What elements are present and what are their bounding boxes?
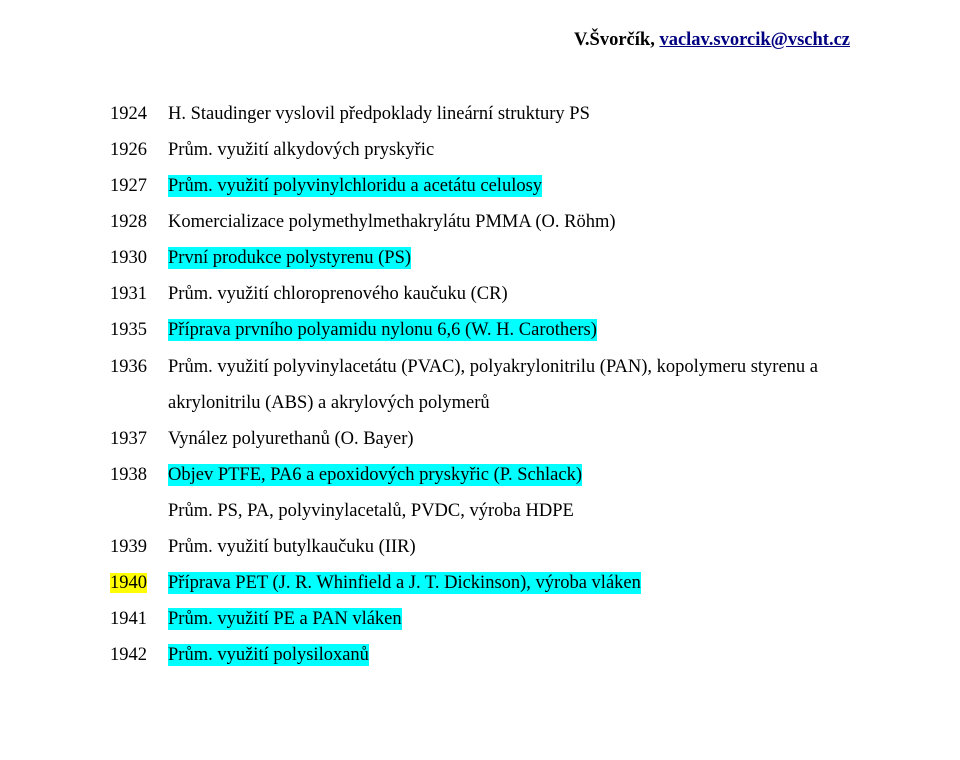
year-text: 1936	[110, 357, 147, 377]
timeline-content: Příprava PET (J. R. Whinfield a J. T. Di…	[168, 565, 850, 601]
timeline-text: Prům. využití polyvinylchloridu a acetát…	[168, 175, 542, 197]
timeline-year: 1942	[110, 637, 168, 673]
timeline-row: 1931 Prům. využití chloroprenového kaučuk…	[110, 276, 850, 312]
timeline-content: Prům. využití alkydových pryskyřic	[168, 132, 850, 168]
year-text: 1930	[110, 248, 147, 268]
timeline-row: 1938 Objev PTFE, PA6 a epoxidových prysky…	[110, 457, 850, 493]
timeline-year: 1931	[110, 276, 168, 312]
timeline-year: 1930	[110, 240, 168, 276]
timeline-content: Vynález polyurethanů (O. Bayer)	[168, 421, 850, 457]
year-text: 1940	[110, 573, 147, 593]
year-text: 1942	[110, 645, 147, 665]
timeline-year: 1938	[110, 457, 168, 493]
timeline-text: Prům. PS, PA, polyvinylacetalů, PVDC, vý…	[168, 501, 574, 521]
timeline-content: Komercializace polymethylmethakrylátu PM…	[168, 204, 850, 240]
timeline-year: 1926	[110, 132, 168, 168]
timeline-text: První produkce polystyrenu (PS)	[168, 247, 411, 269]
year-text: 1927	[110, 176, 147, 196]
timeline-content: Prům. využití butylkaučuku (IIR)	[168, 529, 850, 565]
timeline-text: Prům. využití alkydových pryskyřic	[168, 140, 434, 160]
year-text: 1938	[110, 465, 147, 485]
year-text: 1924	[110, 104, 147, 124]
timeline-text: Komercializace polymethylmethakrylátu PM…	[168, 212, 616, 232]
year-text: 1926	[110, 140, 147, 160]
timeline-content: Prům. využití polyvinylacetátu (PVAC), p…	[168, 349, 850, 421]
timeline-content: Prům. využití polyvinylchloridu a acetát…	[168, 168, 850, 204]
timeline-text: Vynález polyurethanů (O. Bayer)	[168, 429, 414, 449]
timeline-row: 1939 Prům. využití butylkaučuku (IIR)	[110, 529, 850, 565]
year-text: 1935	[110, 320, 147, 340]
header-email: vaclav.svorcik@vscht.cz	[659, 30, 850, 50]
year-text: 1931	[110, 284, 147, 304]
timeline-row: 1941 Prům. využití PE a PAN vláken	[110, 601, 850, 637]
timeline-content: Objev PTFE, PA6 a epoxidových pryskyřic …	[168, 457, 850, 493]
timeline-text: Prům. využití polyvinylacetátu (PVAC), p…	[168, 357, 818, 413]
timeline-row: 1936 Prům. využití polyvinylacetátu (PVAC…	[110, 349, 850, 421]
timeline-year: 1928	[110, 204, 168, 240]
timeline-year: 1937	[110, 421, 168, 457]
timeline-row: 1937 Vynález polyurethanů (O. Bayer)	[110, 421, 850, 457]
year-text: 1928	[110, 212, 147, 232]
timeline-year: 1935	[110, 312, 168, 348]
timeline-text: Objev PTFE, PA6 a epoxidových pryskyřic …	[168, 464, 582, 486]
timeline-indent-line: Prům. PS, PA, polyvinylacetalů, PVDC, vý…	[168, 493, 850, 529]
timeline-text: Prům. využití polysiloxanů	[168, 644, 369, 666]
timeline-year: 1927	[110, 168, 168, 204]
year-text: 1939	[110, 537, 147, 557]
timeline-row: 1924 H. Staudinger vyslovil předpoklady l…	[110, 96, 850, 132]
timeline-content: Prům. využití polysiloxanů	[168, 637, 850, 673]
timeline-text: Příprava PET (J. R. Whinfield a J. T. Di…	[168, 572, 641, 594]
timeline-row: 1930 První produkce polystyrenu (PS)	[110, 240, 850, 276]
year-text: 1937	[110, 429, 147, 449]
timeline-row: 1940 Příprava PET (J. R. Whinfield a J. T…	[110, 565, 850, 601]
page-header: V.Švorčík, vaclav.svorcik@vscht.cz	[110, 22, 850, 58]
timeline-year: 1940	[110, 565, 168, 601]
timeline-year: 1939	[110, 529, 168, 565]
timeline-list: 1924 H. Staudinger vyslovil předpoklady l…	[110, 96, 850, 673]
timeline-text: Prům. využití butylkaučuku (IIR)	[168, 537, 416, 557]
year-text: 1941	[110, 609, 147, 629]
timeline-content: Příprava prvního polyamidu nylonu 6,6 (W…	[168, 312, 850, 348]
timeline-year: 1936	[110, 349, 168, 385]
timeline-row: 1935 Příprava prvního polyamidu nylonu 6,…	[110, 312, 850, 348]
timeline-content: První produkce polystyrenu (PS)	[168, 240, 850, 276]
timeline-row: 1928 Komercializace polymethylmethakrylát…	[110, 204, 850, 240]
timeline-text: H. Staudinger vyslovil předpoklady lineá…	[168, 104, 590, 124]
timeline-content: Prům. využití chloroprenového kaučuku (C…	[168, 276, 850, 312]
timeline-row: 1942 Prům. využití polysiloxanů	[110, 637, 850, 673]
timeline-content: H. Staudinger vyslovil předpoklady lineá…	[168, 96, 850, 132]
timeline-content: Prům. využití PE a PAN vláken	[168, 601, 850, 637]
header-name: V.Švorčík,	[574, 30, 660, 50]
timeline-row: 1927 Prům. využití polyvinylchloridu a ac…	[110, 168, 850, 204]
timeline-year: 1924	[110, 96, 168, 132]
timeline-text: Příprava prvního polyamidu nylonu 6,6 (W…	[168, 319, 597, 341]
timeline-year: 1941	[110, 601, 168, 637]
timeline-text: Prům. využití PE a PAN vláken	[168, 608, 402, 630]
timeline-row: 1926 Prům. využití alkydových pryskyřic	[110, 132, 850, 168]
document-page: V.Švorčík, vaclav.svorcik@vscht.cz 1924 H…	[0, 0, 960, 673]
timeline-text: Prům. využití chloroprenového kaučuku (C…	[168, 284, 508, 304]
